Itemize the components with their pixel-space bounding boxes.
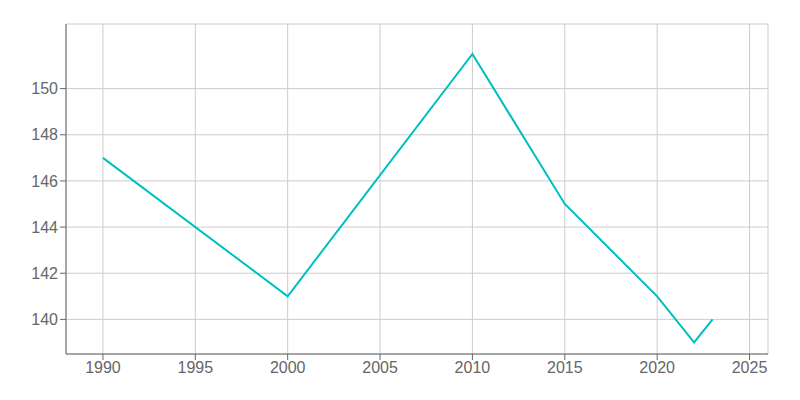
svg-text:2010: 2010 xyxy=(455,359,491,376)
svg-text:140: 140 xyxy=(31,311,58,328)
svg-text:2020: 2020 xyxy=(639,359,675,376)
svg-text:2005: 2005 xyxy=(362,359,398,376)
svg-text:2025: 2025 xyxy=(732,359,768,376)
svg-text:146: 146 xyxy=(31,173,58,190)
svg-text:1995: 1995 xyxy=(178,359,214,376)
svg-text:2015: 2015 xyxy=(547,359,583,376)
svg-text:1990: 1990 xyxy=(85,359,121,376)
svg-text:148: 148 xyxy=(31,126,58,143)
svg-text:144: 144 xyxy=(31,219,58,236)
svg-text:142: 142 xyxy=(31,265,58,282)
svg-text:2000: 2000 xyxy=(270,359,306,376)
svg-text:150: 150 xyxy=(31,80,58,97)
